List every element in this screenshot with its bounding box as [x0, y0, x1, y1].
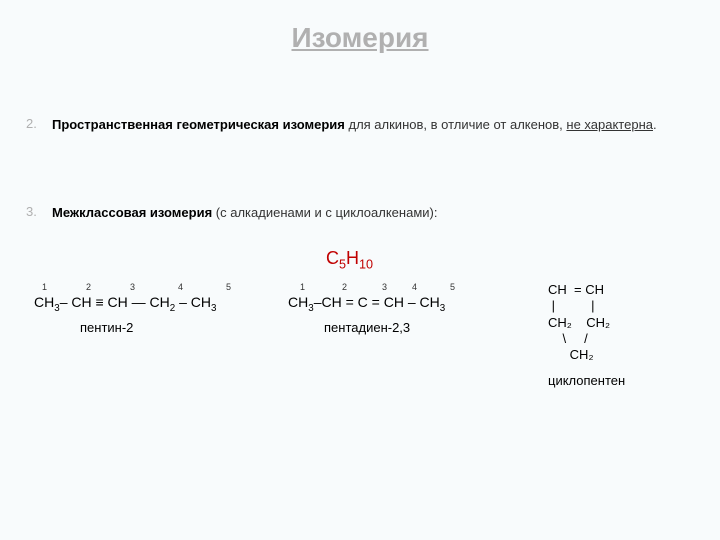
s2-formula: СН3–СН = С = СН – СН3 — [288, 294, 445, 314]
s3-caption: циклопентен — [548, 373, 625, 388]
s3-line2: | | — [548, 298, 625, 314]
s2-num4: 4 — [412, 282, 417, 292]
item-2-bold: Пространственная геометрическая изомерия — [52, 117, 345, 132]
s2-num3: 3 — [382, 282, 387, 292]
s1-num4: 4 — [178, 282, 183, 292]
s1-num5: 5 — [226, 282, 231, 292]
item-3-bold: Межклассовая изомерия — [52, 205, 212, 220]
formula-sub2: 10 — [359, 258, 373, 272]
formula-sub1: 5 — [339, 258, 346, 272]
s1-num1: 1 — [42, 282, 47, 292]
s1-caption: пентин-2 — [80, 320, 133, 335]
formula-h: Н — [346, 248, 359, 268]
s1-num2: 2 — [86, 282, 91, 292]
s2-num5: 5 — [450, 282, 455, 292]
formula-c: С — [326, 248, 339, 268]
s1-formula: СН3– СН ≡ СН — СН2 – СН3 — [34, 294, 216, 314]
structure-3: СН = СН | | СН₂ СН₂ \ / СН₂ циклопентен — [548, 282, 625, 388]
main-formula: С5Н10 — [326, 248, 373, 272]
s2-num2: 2 — [342, 282, 347, 292]
item-2-rest1: для алкинов, в отличие от алкенов, — [345, 117, 567, 132]
item-2-underline: не характерна — [566, 117, 653, 132]
list-marker-3: 3. — [26, 204, 37, 219]
s3-line1: СН = СН — [548, 282, 625, 298]
s3-line4: \ / — [548, 331, 625, 347]
item-2-text: Пространственная геометрическая изомерия… — [52, 116, 672, 134]
s3-line3: СН₂ СН₂ — [548, 315, 625, 331]
s2-num1: 1 — [300, 282, 305, 292]
item-3-rest: (с алкадиенами и с циклоалкенами): — [212, 205, 437, 220]
page-title: Изомерия — [0, 0, 720, 54]
s2-caption: пентадиен-2,3 — [324, 320, 410, 335]
list-marker-2: 2. — [26, 116, 37, 131]
item-3-text: Межклассовая изомерия (с алкадиенами и с… — [52, 204, 672, 222]
s1-num3: 3 — [130, 282, 135, 292]
s3-line5: СН₂ — [548, 347, 625, 363]
item-2-period: . — [653, 117, 657, 132]
